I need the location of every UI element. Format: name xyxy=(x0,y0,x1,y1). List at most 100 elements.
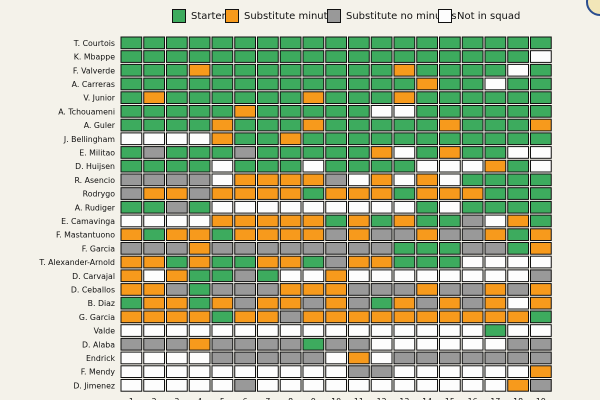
heatmap-cell xyxy=(143,337,165,351)
heatmap-cell xyxy=(257,132,279,146)
heatmap-cell xyxy=(166,228,188,242)
heatmap-cell xyxy=(439,91,461,105)
heatmap-cell xyxy=(484,173,507,187)
heatmap-cell xyxy=(370,159,393,173)
heatmap-cell xyxy=(530,132,552,146)
heatmap-cell xyxy=(461,269,484,283)
heatmap-cell xyxy=(120,214,143,228)
heatmap-cell xyxy=(120,228,143,242)
heatmap-cell xyxy=(120,283,143,296)
heatmap-cell xyxy=(507,296,529,310)
heatmap-cell xyxy=(461,228,484,242)
heatmap-cell xyxy=(530,200,552,214)
heatmap-cell xyxy=(234,200,256,214)
heatmap-cell xyxy=(211,310,234,324)
heatmap-cell xyxy=(166,50,188,63)
heatmap-cell xyxy=(279,105,302,118)
heatmap-cell xyxy=(461,200,484,214)
heatmap-cell xyxy=(166,255,188,269)
player-label: F. Garcia xyxy=(82,244,115,253)
heatmap-cell xyxy=(348,50,370,63)
heatmap-cell xyxy=(234,214,256,228)
heatmap-cell xyxy=(257,105,279,118)
heatmap-cell xyxy=(143,50,165,63)
heatmap-cell xyxy=(143,146,165,159)
heatmap-cell xyxy=(166,63,188,77)
heatmap-cell xyxy=(461,365,484,378)
heatmap-cell xyxy=(143,187,165,200)
heatmap-cell xyxy=(439,132,461,146)
heatmap-cell xyxy=(484,228,507,242)
heatmap-cell xyxy=(211,187,234,200)
player-label: B. Diaz xyxy=(88,299,115,308)
matchday-tick-label: 19 xyxy=(536,397,546,400)
heatmap-cell xyxy=(393,91,416,105)
heatmap-cell xyxy=(393,146,416,159)
heatmap-cell xyxy=(188,324,211,337)
heatmap-cell xyxy=(439,214,461,228)
heatmap-cell xyxy=(393,255,416,269)
heatmap-cell xyxy=(188,36,211,50)
heatmap-cell xyxy=(279,63,302,77)
heatmap-cell xyxy=(143,351,165,365)
heatmap-cell xyxy=(370,118,393,132)
heatmap-cell xyxy=(507,242,529,255)
player-label: D. Alaba xyxy=(82,340,115,349)
heatmap-cell xyxy=(439,324,461,337)
heatmap-cell xyxy=(507,200,529,214)
heatmap-cell xyxy=(166,269,188,283)
heatmap-cell xyxy=(461,105,484,118)
heatmap-cell xyxy=(211,36,234,50)
matchday-tick-label: 6 xyxy=(243,397,248,400)
heatmap-cell xyxy=(302,200,325,214)
matchday-tick-label: 9 xyxy=(311,397,316,400)
heatmap-cell xyxy=(188,365,211,378)
heatmap-cell xyxy=(393,36,416,50)
heatmap-cell xyxy=(370,36,393,50)
heatmap-cell xyxy=(439,337,461,351)
heatmap-cell xyxy=(530,324,552,337)
heatmap-cell xyxy=(439,351,461,365)
heatmap-cell xyxy=(234,283,256,296)
heatmap-cell xyxy=(370,173,393,187)
heatmap-cell xyxy=(507,365,529,378)
heatmap-cell xyxy=(279,324,302,337)
heatmap-cell xyxy=(279,269,302,283)
heatmap-cell xyxy=(302,283,325,296)
heatmap-cell xyxy=(211,283,234,296)
heatmap-cell xyxy=(439,105,461,118)
heatmap-cell xyxy=(507,50,529,63)
heatmap-cell xyxy=(302,105,325,118)
heatmap-cell xyxy=(393,50,416,63)
heatmap-cell xyxy=(188,379,211,392)
heatmap-cell xyxy=(370,200,393,214)
heatmap-cell xyxy=(416,118,438,132)
heatmap-cell xyxy=(416,187,438,200)
heatmap-cell xyxy=(530,351,552,365)
heatmap-cell xyxy=(188,296,211,310)
heatmap-cell xyxy=(530,173,552,187)
heatmap-cell xyxy=(393,63,416,77)
heatmap-cell xyxy=(188,105,211,118)
heatmap-cell xyxy=(211,132,234,146)
heatmap-cell xyxy=(302,269,325,283)
heatmap-cell xyxy=(484,132,507,146)
heatmap-cell xyxy=(325,242,347,255)
heatmap-cell xyxy=(370,91,393,105)
heatmap-cell xyxy=(439,242,461,255)
heatmap-cell xyxy=(416,351,438,365)
heatmap-cell xyxy=(439,173,461,187)
heatmap-cell xyxy=(370,283,393,296)
legend-item-not-in-squad: Not in squad xyxy=(438,8,520,24)
matchday-tick-label: 5 xyxy=(220,397,225,400)
matchday-tick-label: 16 xyxy=(468,397,478,400)
heatmap-cell xyxy=(234,269,256,283)
heatmap-cell xyxy=(188,269,211,283)
matchday-tick-label: 17 xyxy=(490,397,500,400)
heatmap-cell xyxy=(393,77,416,91)
heatmap-cell xyxy=(234,63,256,77)
legend-item-starter: Starter xyxy=(172,8,226,24)
heatmap-cell xyxy=(439,77,461,91)
heatmap-cell xyxy=(325,379,347,392)
heatmap-cell xyxy=(416,159,438,173)
